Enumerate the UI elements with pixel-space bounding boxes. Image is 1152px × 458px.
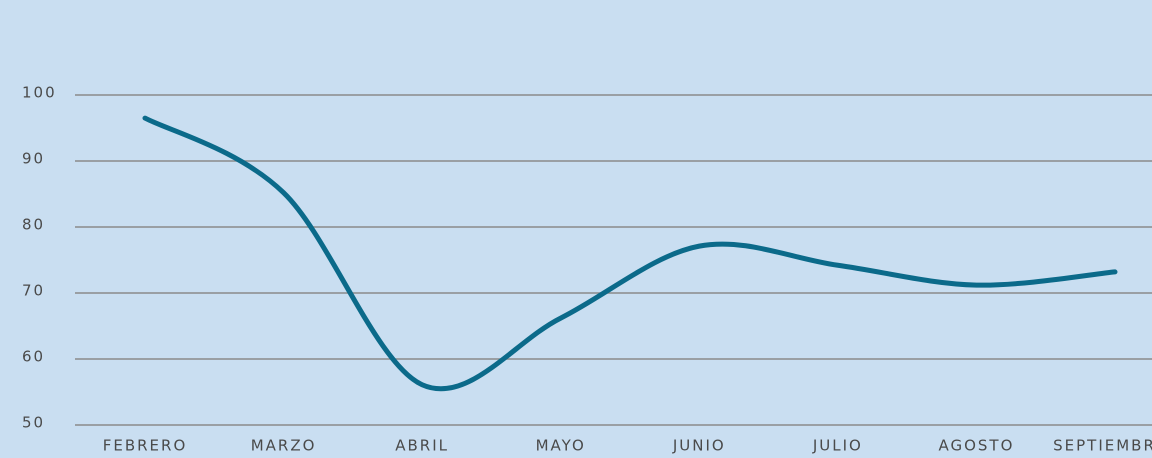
x-tick-label: AGOSTO <box>938 437 1014 455</box>
y-tick-label: 100 <box>22 84 57 102</box>
x-tick-label: MAYO <box>536 437 586 455</box>
y-tick-label: 50 <box>22 414 45 432</box>
line <box>142 115 1118 392</box>
x-tick-label: FEBRERO <box>103 437 188 455</box>
x-tick-label: SEPTIEMBRE* <box>1053 437 1152 455</box>
y-tick-label: 90 <box>22 150 45 168</box>
y-tick-label: 80 <box>22 216 45 234</box>
y-tick-label: 60 <box>22 348 45 366</box>
x-tick-label: JUNIO <box>672 437 726 455</box>
y-tick-label: 70 <box>22 282 45 300</box>
x-tick-label: JULIO <box>812 437 863 455</box>
x-tick-label: ABRIL <box>395 437 449 455</box>
x-tick-label: MARZO <box>251 437 317 455</box>
